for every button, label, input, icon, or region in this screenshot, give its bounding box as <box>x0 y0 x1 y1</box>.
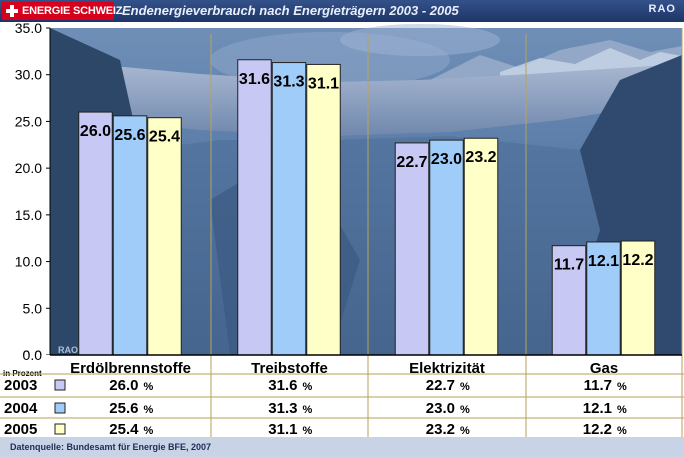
rao-label: RAO <box>648 3 676 15</box>
title-bar: ENERGIE SCHWEIZ Endenergieverbrauch nach… <box>0 0 684 22</box>
bar-value-label: 31.1 <box>308 75 339 92</box>
table-value: 23.0 <box>426 400 455 417</box>
background-watermark: RAO <box>58 345 78 355</box>
percent-sign: % <box>144 425 154 437</box>
table-value: 25.4 <box>109 421 139 437</box>
bar-value-label: 11.7 <box>554 257 584 274</box>
energie-schweiz-logo: ENERGIE SCHWEIZ <box>2 2 122 20</box>
bar <box>78 111 113 356</box>
bar-value-label: 25.6 <box>114 127 145 144</box>
bar-chart: RAO 0.05.010.015.020.025.030.035.0 26.02… <box>0 22 684 437</box>
y-tick-label: 15.0 <box>15 207 42 223</box>
brand-label: ENERGIE SCHWEIZ <box>22 5 123 17</box>
chart-title: Endenergieverbrauch nach Energieträgern … <box>122 3 459 18</box>
percent-sign: % <box>144 404 154 416</box>
y-tick-label: 20.0 <box>15 160 42 176</box>
category-label: Elektrizität <box>409 360 485 377</box>
bar-value-label: 23.2 <box>465 149 496 166</box>
table-value: 26.0 <box>109 377 138 394</box>
bar <box>306 63 341 356</box>
bar-series: 26.0 25.6 25.4 31.6 31.3 31.1 22.7 23.0 23.2 11.7… <box>78 59 656 356</box>
bar <box>394 142 430 356</box>
percent-sign: % <box>303 381 313 393</box>
legend-swatch <box>54 379 66 391</box>
bar <box>586 241 621 356</box>
table-value: 22.7 <box>426 377 455 394</box>
table-value: 25.6 <box>109 400 138 417</box>
bar-value-label: 31.3 <box>273 74 304 91</box>
swiss-cross-icon <box>5 4 19 18</box>
percent-sign: % <box>460 425 470 437</box>
footer: Datenquelle: Bundesamt für Energie BFE, … <box>0 437 684 457</box>
bar <box>147 117 182 356</box>
table-value: 31.1 <box>268 421 297 437</box>
y-tick-label: 0.0 <box>23 347 43 363</box>
table-value: 31.6 <box>268 377 297 394</box>
bar-value-label: 12.2 <box>622 252 653 269</box>
y-axis: 0.0 5.0 10.0 15.0 20.0 25.0 30.0 35.0 <box>15 22 51 363</box>
category-label: Treibstoffe <box>251 360 328 377</box>
data-source: Datenquelle: Bundesamt für Energie BFE, … <box>10 442 212 452</box>
percent-sign: % <box>617 381 627 393</box>
bar <box>429 139 464 356</box>
bar <box>551 245 587 356</box>
year-label: 2004 <box>4 400 38 417</box>
table-value: 12.2 <box>583 421 612 437</box>
percent-sign: % <box>460 404 470 416</box>
table-background <box>0 355 684 437</box>
percent-sign: % <box>617 404 627 416</box>
legend-swatch <box>54 402 66 414</box>
category-label: Erdölbrennstoffe <box>70 360 191 377</box>
bar <box>620 240 656 356</box>
bar-value-label: 22.7 <box>396 154 427 171</box>
bar <box>237 59 272 356</box>
table-value: 11.7 <box>584 377 612 394</box>
table-value: 31.3 <box>268 400 297 417</box>
bar-value-label: 31.6 <box>239 71 270 88</box>
bar <box>463 137 499 356</box>
percent-sign: % <box>303 404 313 416</box>
y-tick-label: 35.0 <box>15 22 42 36</box>
bar-value-label: 23.0 <box>431 151 462 168</box>
table-value: 12.1 <box>583 400 612 417</box>
year-label: 2003 <box>4 377 37 394</box>
bar-value-label: 25.4 <box>149 129 180 146</box>
data-table: 0.0 Erdölbrennstoffe Treibstoffe Elektrizit… <box>0 347 684 437</box>
bar <box>112 115 148 356</box>
percent-sign: % <box>617 425 627 437</box>
percent-sign: % <box>460 381 470 393</box>
y-tick-label: 30.0 <box>15 67 42 83</box>
bar <box>271 62 307 356</box>
y-tick-label: 5.0 <box>23 300 43 316</box>
y-tick-label: 10.0 <box>15 254 42 270</box>
year-label: 2005 <box>4 421 37 437</box>
percent-sign: % <box>144 381 154 393</box>
category-label: Gas <box>590 360 618 377</box>
bar-value-label: 12.1 <box>588 253 619 270</box>
legend-swatch <box>54 423 66 435</box>
percent-sign: % <box>303 425 313 437</box>
table-value: 23.2 <box>426 421 455 437</box>
bar-value-label: 26.0 <box>80 123 111 140</box>
y-tick-label: 25.0 <box>15 113 42 129</box>
